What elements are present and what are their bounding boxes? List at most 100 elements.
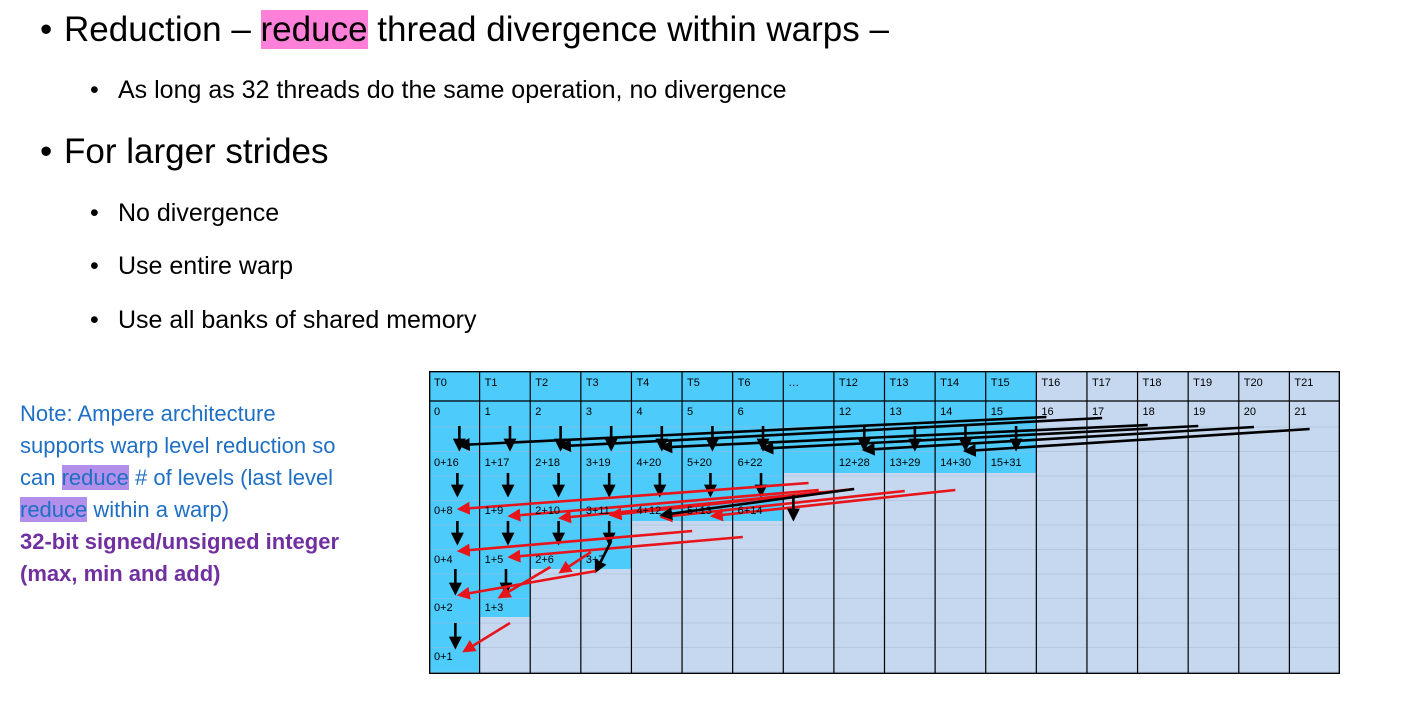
partial-sum-label: 0+2 [434, 602, 453, 614]
active-cell [783, 401, 834, 451]
partial-sum-label: 5+20 [687, 457, 712, 469]
diagram-border [429, 371, 1340, 674]
diagonal-arrow [760, 424, 1199, 455]
partial-sum-label: 17 [1091, 406, 1105, 418]
diagonal-arrow [462, 621, 511, 653]
sub-bullet-text: As long as 32 threads do the same operat… [118, 76, 787, 104]
header-cell [1238, 371, 1290, 401]
bullet-reduction-post: thread divergence within warps – [367, 10, 889, 49]
note-highlight-reduce: reduce [20, 497, 88, 522]
partial-sum-label: 3+11 [585, 505, 610, 517]
bullet-larger-strides-text: For larger strides [64, 132, 329, 171]
partial-sum-label: 12+28 [838, 457, 870, 469]
header-cell [530, 371, 581, 401]
reduction-diagram: T0 T1 T2 T3 T4 T5 T6 … T12 T13 T14 T15 T16 T17 T18 T19 T… [429, 371, 1340, 674]
thread-header-label: T20 [1243, 377, 1263, 389]
header-cell [631, 371, 683, 401]
thread-header-label: T18 [1142, 377, 1162, 389]
thread-header-label: T3 [585, 377, 599, 389]
header-cell [479, 371, 531, 401]
partial-sum-label: 6 [737, 406, 744, 418]
header-cell [732, 371, 784, 401]
active-cell [783, 449, 834, 473]
partial-sum-label: 1+5 [484, 554, 504, 566]
bullet-dot: • [90, 76, 99, 104]
partial-sum-label: 14+30 [940, 457, 972, 469]
partial-sum-label: 2 [535, 406, 542, 418]
partial-sum-label: 4+12 [636, 505, 662, 517]
partial-sum-label: 1+3 [484, 602, 504, 614]
bullet-dot: • [90, 199, 99, 227]
header-cell [580, 371, 632, 401]
diagonal-arrow [456, 415, 1047, 451]
partial-sum-label: 0 [434, 406, 441, 418]
sub-bullet-all-banks: • Use all banks of shared memory [90, 306, 476, 335]
diagonal-arrow [558, 550, 592, 574]
header-cell [1137, 371, 1189, 401]
header-cell [935, 371, 986, 401]
note-text: # of levels (last level [128, 465, 334, 490]
thread-header-label: T1 [484, 377, 498, 389]
header-cell [1086, 371, 1138, 401]
header-cell [682, 371, 733, 401]
partial-sum-label: 13+29 [889, 457, 921, 469]
partial-sum-label: 19 [1193, 406, 1206, 418]
partial-sum-label: 5+13 [687, 505, 712, 517]
thread-header-label: T13 [889, 377, 909, 389]
thread-header-label: T15 [990, 377, 1010, 389]
header-cell [783, 371, 834, 401]
diagonal-arrow [861, 425, 1255, 456]
thread-header-label: T5 [687, 377, 700, 389]
partial-sum-label: 1+9 [484, 505, 504, 517]
down-arrow [594, 540, 613, 574]
partial-sum-label: 13 [889, 406, 902, 418]
partial-sum-label: 3+7 [585, 554, 605, 566]
thread-header-label: T17 [1091, 377, 1111, 389]
note-integer-types: 32-bit signed/unsigned integer (max, min… [20, 529, 340, 586]
thread-header-label: T0 [434, 377, 447, 389]
partial-sum-label: 0+16 [434, 457, 459, 469]
bullet-larger-strides: • For larger strides [40, 132, 329, 172]
header-cell [429, 371, 480, 401]
diagonal-arrow [557, 416, 1103, 453]
bullet-dot: • [90, 252, 99, 280]
note-text: Note: Ampere architecture supports warp … [20, 401, 336, 490]
partial-sum-label: 3 [585, 406, 592, 418]
ampere-note: Note: Ampere architecture supports warp … [20, 398, 350, 590]
thread-header-label: T19 [1193, 377, 1213, 389]
reduction-diagram-svg [429, 371, 1340, 674]
header-cell [985, 371, 1037, 401]
partial-sum-label: 21 [1294, 406, 1307, 418]
partial-sum-label: 0+4 [434, 554, 453, 566]
partial-sum-label: 4+20 [636, 457, 662, 469]
diagonal-arrow [456, 481, 809, 515]
partial-sum-label: 18 [1142, 406, 1155, 418]
partial-sum-label: 2+6 [535, 554, 554, 566]
thread-header-label: T21 [1294, 377, 1314, 389]
diagonal-arrow [456, 569, 597, 600]
header-cell [1289, 371, 1340, 401]
thread-header-label: T16 [1041, 377, 1061, 389]
partial-sum-label: 0+1 [434, 651, 453, 663]
diagonal-arrow [456, 529, 693, 557]
partial-sum-label: 15+31 [990, 457, 1022, 469]
partial-sum-label: 0+8 [434, 505, 453, 517]
note-highlight-reduce: reduce [61, 465, 129, 490]
partial-sum-label: 5 [687, 406, 694, 418]
partial-sum-label: 3+19 [585, 457, 611, 469]
sub-bullet-entire-warp: • Use entire warp [90, 252, 293, 281]
partial-sum-label: 1 [484, 406, 491, 418]
header-cell [833, 371, 885, 401]
highlight-reduce: reduce [260, 10, 368, 49]
partial-sum-label: 14 [940, 406, 953, 418]
thread-header-label: … [788, 377, 800, 389]
partial-sum-label: 15 [990, 406, 1003, 418]
active-column [580, 401, 632, 569]
diagonal-arrow [659, 487, 855, 521]
partial-sum-label: 12 [838, 406, 852, 418]
sub-bullet-text: Use all banks of shared memory [118, 306, 477, 334]
diagonal-arrow [962, 427, 1310, 457]
partial-sum-label: 6+22 [737, 457, 763, 469]
diagonal-arrow [507, 535, 743, 563]
bullet-dot: • [40, 132, 53, 171]
